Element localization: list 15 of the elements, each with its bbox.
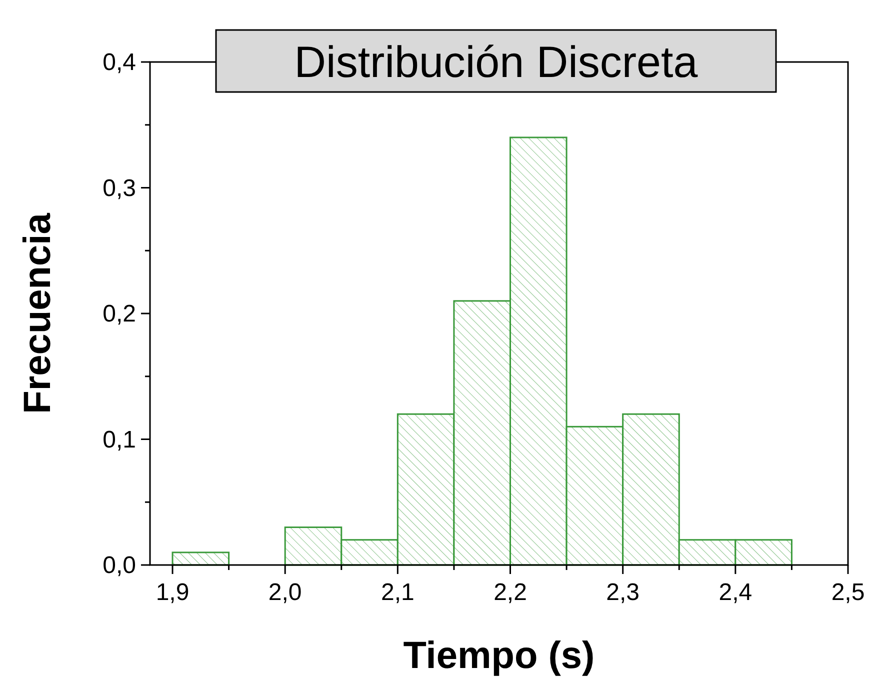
x-tick-label: 2,0 xyxy=(268,579,302,606)
y-tick-label: 0,4 xyxy=(102,49,136,76)
x-tick-label: 2,4 xyxy=(718,579,752,606)
y-tick-label: 0,1 xyxy=(102,426,136,454)
x-tick-label: 2,1 xyxy=(380,579,414,606)
chart-title: Distribución Discreta xyxy=(294,38,698,87)
y-tick-label: 0,3 xyxy=(102,174,136,202)
x-tick-label: 1,9 xyxy=(156,579,190,606)
x-axis-title: Tiempo (s) xyxy=(403,635,595,677)
x-tick-label: 2,5 xyxy=(831,579,865,606)
y-tick-label: 0,2 xyxy=(102,300,136,328)
y-tick-label: 0,0 xyxy=(102,552,136,579)
x-tick-label: 2,2 xyxy=(494,579,527,606)
x-tick-label: 2,3 xyxy=(606,579,640,606)
y-axis-title: Frecuencia xyxy=(17,212,59,414)
